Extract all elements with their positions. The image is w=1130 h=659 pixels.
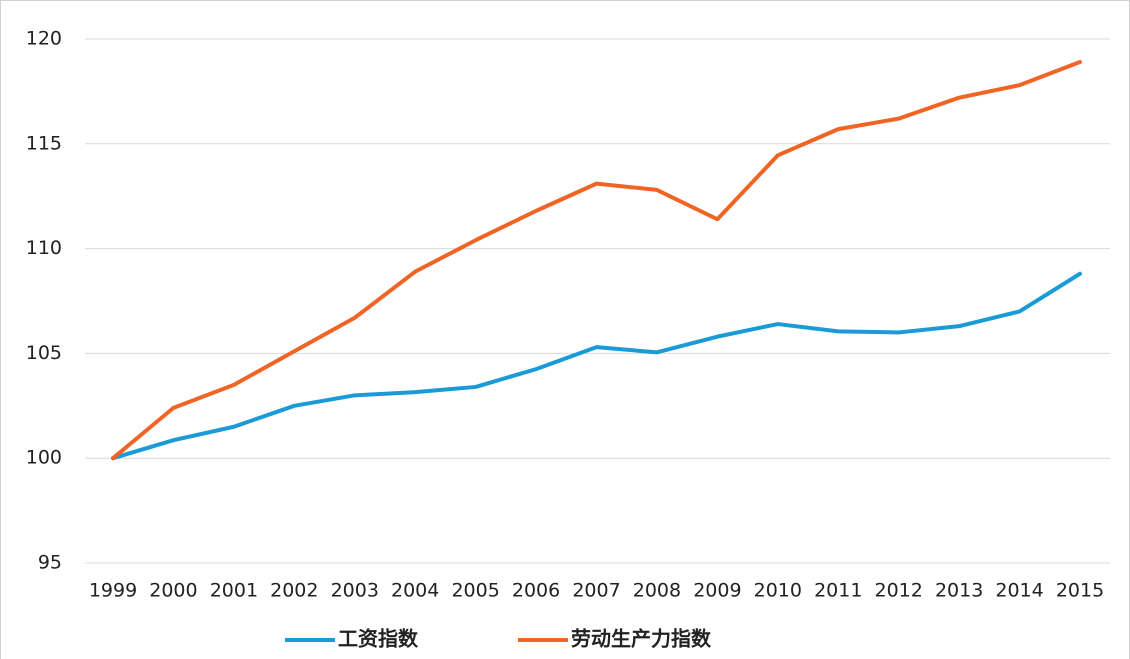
x-tick-label: 2012 [875,580,923,602]
x-tick-label: 2008 [633,580,681,602]
x-tick-label: 2002 [270,580,318,602]
x-tick-label: 1999 [89,580,137,602]
legend-label: 工资指数 [338,627,419,651]
x-tick-label: 2004 [391,580,439,602]
y-tick-label: 120 [26,28,62,50]
x-tick-label: 2006 [512,580,560,602]
x-tick-label: 2009 [693,580,741,602]
x-tick-label: 2001 [210,580,258,602]
x-tick-label: 2015 [1056,580,1104,602]
y-tick-label: 110 [26,237,62,259]
x-tick-label: 2013 [935,580,983,602]
x-tick-label: 2003 [331,580,379,602]
x-tick-label: 2011 [814,580,862,602]
series-line [111,271,1082,461]
y-tick-label: 105 [26,342,62,364]
x-tick-label: 2000 [149,580,197,602]
y-tick-label: 95 [38,552,62,574]
y-tick-label: 100 [26,447,62,469]
y-tick-label: 115 [26,132,62,154]
x-tick-label: 2007 [572,580,620,602]
x-tick-label: 2010 [754,580,802,602]
x-tick-label: 2005 [451,580,499,602]
x-tick-label: 2014 [995,580,1043,602]
legend-label: 劳动生产力指数 [571,627,712,651]
series-line [111,60,1082,461]
